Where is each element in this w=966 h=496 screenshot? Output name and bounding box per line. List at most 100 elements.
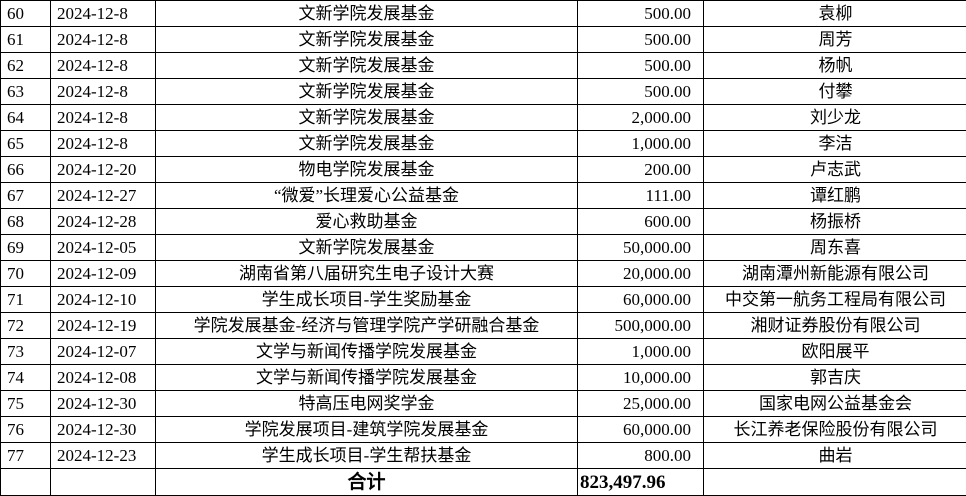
amount-cell[interactable]: 500.00 [578, 1, 704, 27]
donation-date-cell[interactable]: 2024-12-10 [51, 287, 156, 313]
donation-date-cell[interactable]: 2024-12-30 [51, 417, 156, 443]
amount-cell[interactable]: 500.00 [578, 79, 704, 105]
project-name-cell[interactable]: 文新学院发展基金 [156, 53, 578, 79]
donation-date-cell[interactable]: 2024-12-07 [51, 339, 156, 365]
amount-cell[interactable]: 50,000.00 [578, 235, 704, 261]
row-number-cell[interactable]: 60 [1, 1, 51, 27]
project-name-cell[interactable]: 文新学院发展基金 [156, 79, 578, 105]
project-name-cell[interactable]: 文学与新闻传播学院发展基金 [156, 365, 578, 391]
row-number-cell[interactable]: 75 [1, 391, 51, 417]
row-number-cell[interactable]: 74 [1, 365, 51, 391]
row-number-cell[interactable]: 64 [1, 105, 51, 131]
amount-cell[interactable]: 111.00 [578, 183, 704, 209]
project-name-cell[interactable]: 文新学院发展基金 [156, 131, 578, 157]
donor-name-cell[interactable]: 湘财证券股份有限公司 [704, 313, 966, 339]
amount-cell[interactable]: 500.00 [578, 27, 704, 53]
project-name-cell[interactable]: 爱心救助基金 [156, 209, 578, 235]
total-amount[interactable]: 823,497.96 [578, 469, 704, 496]
project-name-cell[interactable]: 文新学院发展基金 [156, 105, 578, 131]
row-number-cell[interactable]: 65 [1, 131, 51, 157]
donor-name-cell[interactable]: 欧阳展平 [704, 339, 966, 365]
row-number-cell[interactable]: 73 [1, 339, 51, 365]
donation-date-cell[interactable]: 2024-12-8 [51, 105, 156, 131]
donor-name-cell[interactable]: 湖南潭州新能源有限公司 [704, 261, 966, 287]
donor-name-cell[interactable]: 谭红鹏 [704, 183, 966, 209]
donation-date-cell[interactable]: 2024-12-09 [51, 261, 156, 287]
project-name-cell[interactable]: 文新学院发展基金 [156, 1, 578, 27]
amount-cell[interactable]: 2,000.00 [578, 105, 704, 131]
amount-cell[interactable]: 200.00 [578, 157, 704, 183]
amount-cell[interactable]: 800.00 [578, 443, 704, 469]
donation-date-cell[interactable]: 2024-12-8 [51, 131, 156, 157]
donation-date-cell[interactable]: 2024-12-27 [51, 183, 156, 209]
amount-cell[interactable]: 500,000.00 [578, 313, 704, 339]
donation-date-cell[interactable]: 2024-12-8 [51, 53, 156, 79]
donor-name-cell[interactable]: 中交第一航务工程局有限公司 [704, 287, 966, 313]
amount-cell[interactable]: 60,000.00 [578, 287, 704, 313]
donor-name-cell[interactable]: 长江养老保险股份有限公司 [704, 417, 966, 443]
amount-cell[interactable]: 600.00 [578, 209, 704, 235]
project-name-cell[interactable]: 学生成长项目-学生帮扶基金 [156, 443, 578, 469]
row-number-cell[interactable]: 72 [1, 313, 51, 339]
empty-cell[interactable] [704, 469, 966, 496]
donation-date-cell[interactable]: 2024-12-28 [51, 209, 156, 235]
amount-cell[interactable]: 500.00 [578, 53, 704, 79]
row-number-cell[interactable]: 71 [1, 287, 51, 313]
project-name-cell[interactable]: 文新学院发展基金 [156, 27, 578, 53]
donation-date-cell[interactable]: 2024-12-8 [51, 27, 156, 53]
donor-name-cell[interactable]: 曲岩 [704, 443, 966, 469]
donation-date-cell[interactable]: 2024-12-8 [51, 1, 156, 27]
project-name-cell[interactable]: 物电学院发展基金 [156, 157, 578, 183]
row-number-cell[interactable]: 61 [1, 27, 51, 53]
project-name-cell[interactable]: 学院发展基金-经济与管理学院产学研融合基金 [156, 313, 578, 339]
donor-name-cell[interactable]: 卢志武 [704, 157, 966, 183]
empty-cell[interactable] [51, 469, 156, 496]
donation-date-cell[interactable]: 2024-12-8 [51, 79, 156, 105]
row-number-cell[interactable]: 68 [1, 209, 51, 235]
row-number-cell[interactable]: 67 [1, 183, 51, 209]
amount-cell[interactable]: 20,000.00 [578, 261, 704, 287]
amount-cell[interactable]: 10,000.00 [578, 365, 704, 391]
row-number-cell[interactable]: 63 [1, 79, 51, 105]
project-name-cell[interactable]: 湖南省第八届研究生电子设计大赛 [156, 261, 578, 287]
project-name-cell[interactable]: “微爱”长理爱心公益基金 [156, 183, 578, 209]
donor-name-cell[interactable]: 国家电网公益基金会 [704, 391, 966, 417]
amount-cell[interactable]: 1,000.00 [578, 131, 704, 157]
total-label[interactable]: 合计 [156, 469, 578, 496]
row-number-cell[interactable]: 70 [1, 261, 51, 287]
project-name-cell[interactable]: 文新学院发展基金 [156, 235, 578, 261]
donation-date-cell[interactable]: 2024-12-23 [51, 443, 156, 469]
donor-name-cell[interactable]: 周芳 [704, 27, 966, 53]
row-number-cell[interactable]: 62 [1, 53, 51, 79]
project-name-cell[interactable]: 特高压电网奖学金 [156, 391, 578, 417]
project-name-cell[interactable]: 文学与新闻传播学院发展基金 [156, 339, 578, 365]
donor-name-cell[interactable]: 郭吉庆 [704, 365, 966, 391]
donor-name-cell[interactable]: 袁柳 [704, 1, 966, 27]
row-number-cell[interactable]: 77 [1, 443, 51, 469]
donation-date-cell[interactable]: 2024-12-19 [51, 313, 156, 339]
donor-name-cell[interactable]: 周东喜 [704, 235, 966, 261]
amount-cell[interactable]: 25,000.00 [578, 391, 704, 417]
donor-name-cell[interactable]: 杨振桥 [704, 209, 966, 235]
donor-name-cell[interactable]: 刘少龙 [704, 105, 966, 131]
donation-date-cell[interactable]: 2024-12-20 [51, 157, 156, 183]
project-name-cell[interactable]: 学院发展项目-建筑学院发展基金 [156, 417, 578, 443]
row-number-cell[interactable]: 76 [1, 417, 51, 443]
empty-cell[interactable] [1, 469, 51, 496]
donor-name-cell[interactable]: 李洁 [704, 131, 966, 157]
row-number-cell[interactable]: 69 [1, 235, 51, 261]
project-name-cell[interactable]: 学生成长项目-学生奖励基金 [156, 287, 578, 313]
amount-cell[interactable]: 1,000.00 [578, 339, 704, 365]
donor-name-cell[interactable]: 付攀 [704, 79, 966, 105]
row-number-cell[interactable]: 66 [1, 157, 51, 183]
donation-date-cell[interactable]: 2024-12-05 [51, 235, 156, 261]
donation-date-cell[interactable]: 2024-12-30 [51, 391, 156, 417]
donor-name-cell[interactable]: 杨帆 [704, 53, 966, 79]
amount-cell[interactable]: 60,000.00 [578, 417, 704, 443]
donation-date-cell[interactable]: 2024-12-08 [51, 365, 156, 391]
